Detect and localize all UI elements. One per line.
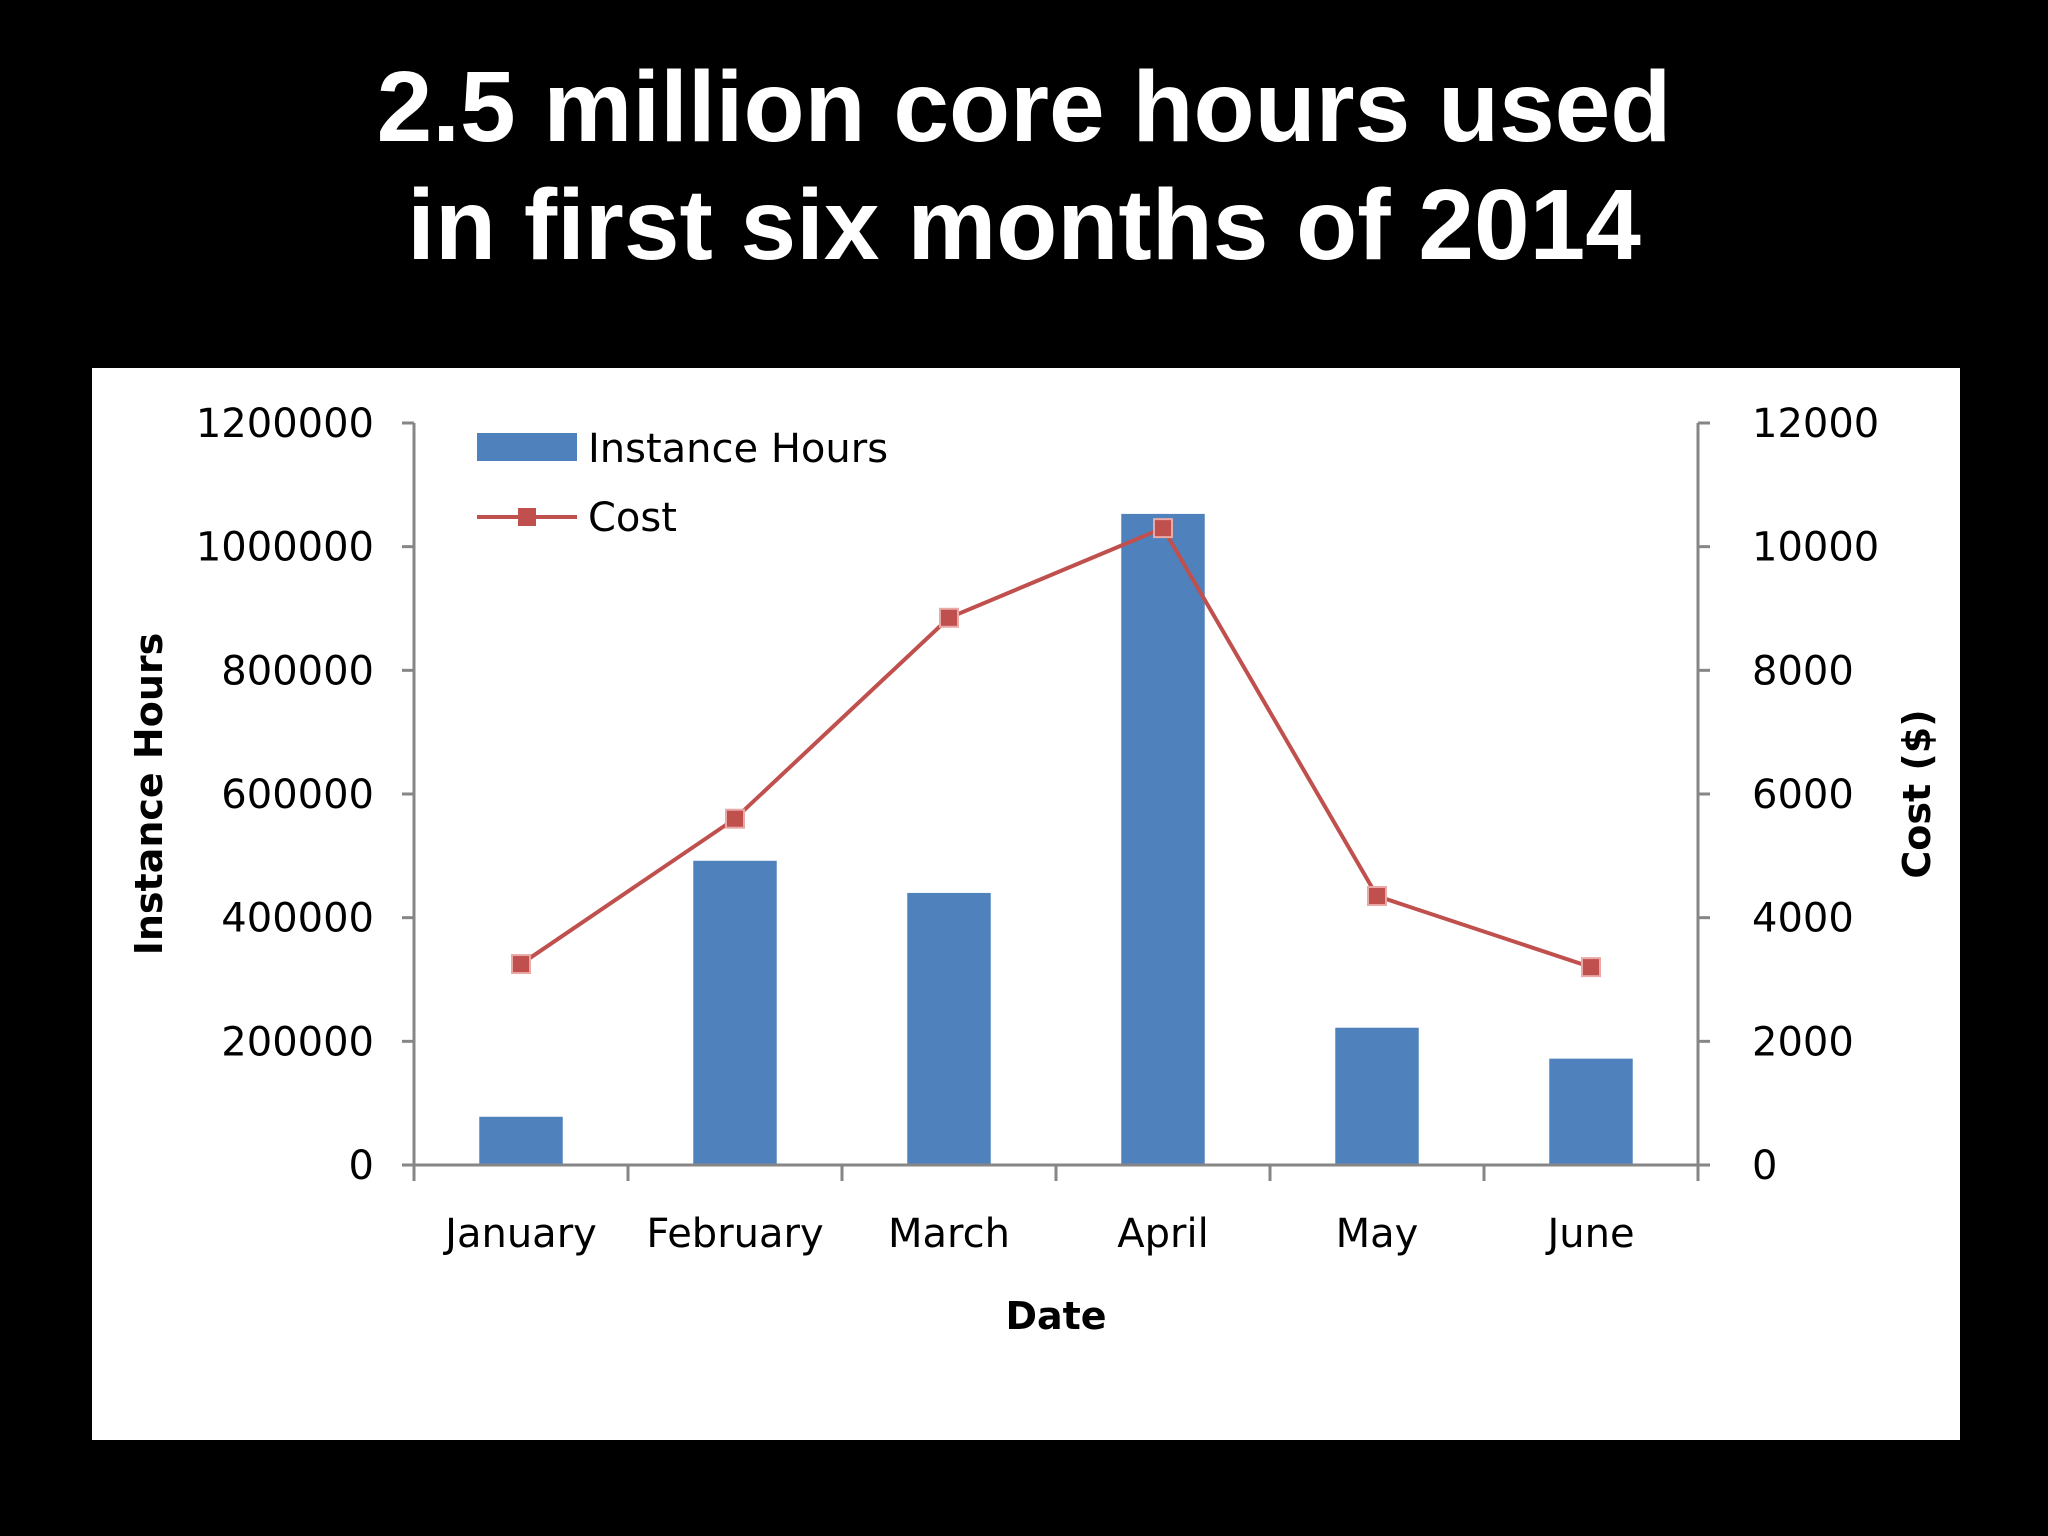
y-tick-label-left: 1000000 xyxy=(196,525,374,571)
legend-label-cost: Cost xyxy=(588,495,677,541)
bar-march xyxy=(907,892,991,1165)
labels-layer: 0 200000 400000 600000 800000 1000000 1200000 0… xyxy=(127,401,1939,1338)
legend: Instance Hours Cost xyxy=(477,426,888,541)
cost-marker-january xyxy=(511,954,531,975)
cost-marker-june xyxy=(1581,957,1601,978)
combo-chart: 0 200000 400000 600000 800000 1000000 1200000 0… xyxy=(127,401,1939,1338)
cost-marker-may xyxy=(1367,886,1387,907)
cost-line-layer xyxy=(511,518,1601,978)
y-axis-title-left: Instance Hours xyxy=(127,633,171,956)
y-tick-label-right: 6000 xyxy=(1752,772,1854,818)
legend-label-instance-hours: Instance Hours xyxy=(588,426,888,472)
bar-may xyxy=(1335,1027,1419,1165)
y-tick-label-right: 4000 xyxy=(1752,896,1854,942)
chart-panel: 0 200000 400000 600000 800000 1000000 1200000 0… xyxy=(92,368,1960,1440)
slide-title-line-2: in first six months of 2014 xyxy=(407,169,1641,281)
bar-june xyxy=(1549,1058,1633,1165)
y-tick-label-right: 8000 xyxy=(1752,648,1854,694)
y-tick-label-left: 400000 xyxy=(221,896,374,942)
x-tick-label: June xyxy=(1544,1211,1634,1257)
y-tick-label-left: 0 xyxy=(349,1143,374,1189)
cost-marker-march xyxy=(939,607,959,628)
x-tick-label: March xyxy=(888,1211,1010,1257)
x-axis-title: Date xyxy=(1005,1294,1106,1338)
cost-marker-april xyxy=(1153,518,1173,539)
bar-february xyxy=(693,860,777,1165)
y-tick-label-left: 1200000 xyxy=(196,401,374,447)
y-tick-label-right: 0 xyxy=(1752,1143,1777,1189)
x-tick-label: February xyxy=(646,1211,823,1257)
bar-january xyxy=(479,1116,563,1165)
bars-layer xyxy=(479,513,1633,1165)
legend-marker-cost xyxy=(518,508,536,526)
axes-layer xyxy=(402,421,1710,1181)
y-tick-label-right: 2000 xyxy=(1752,1019,1854,1065)
x-tick-label: January xyxy=(442,1211,597,1257)
bar-april xyxy=(1121,513,1205,1165)
x-tick-label: April xyxy=(1117,1211,1208,1257)
legend-swatch-instance-hours xyxy=(477,433,577,461)
y-tick-label-left: 800000 xyxy=(221,648,374,694)
cost-line xyxy=(519,525,1592,970)
y-tick-label-left: 200000 xyxy=(221,1019,374,1065)
x-tick-label: May xyxy=(1336,1211,1419,1257)
slide-title-line-1: 2.5 million core hours used xyxy=(376,51,1672,163)
y-tick-label-right: 10000 xyxy=(1752,525,1879,571)
y-tick-label-right: 12000 xyxy=(1752,401,1879,447)
y-axis-title-right: Cost ($) xyxy=(1895,709,1939,878)
y-tick-label-left: 600000 xyxy=(221,772,374,818)
cost-marker-february xyxy=(725,808,745,829)
